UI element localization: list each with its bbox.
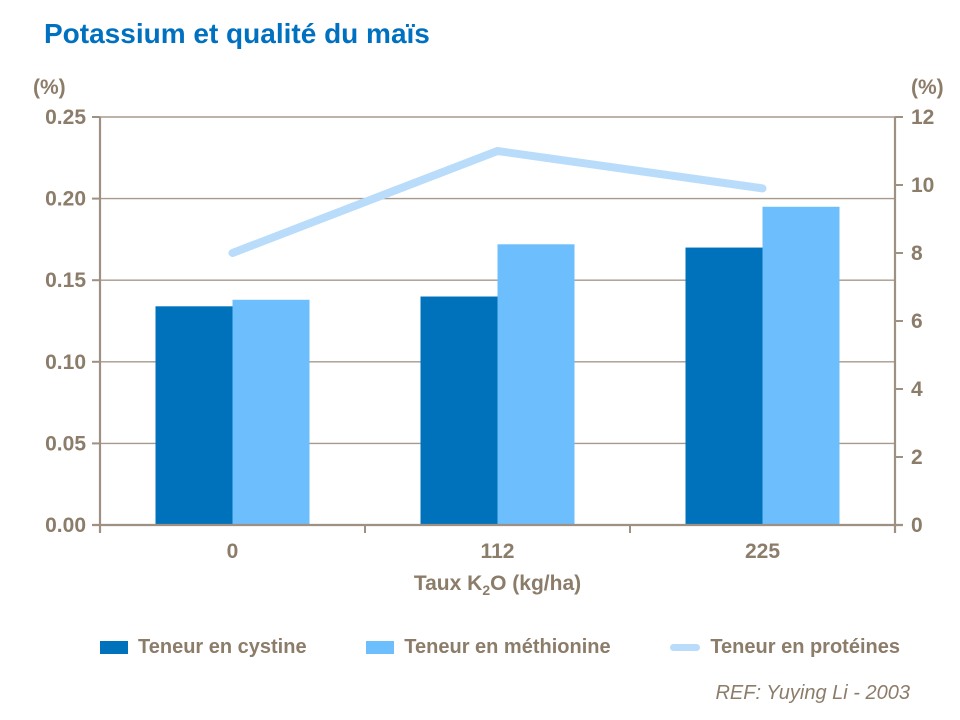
right-axis-tick-label: 12 — [911, 106, 934, 129]
left-axis-tick-label: 0.00 — [45, 514, 86, 537]
bar-cystine-0 — [155, 306, 233, 525]
legend-item-cystine: Teneur en cystine — [100, 636, 307, 659]
right-axis-tick-label: 8 — [911, 242, 923, 265]
proteines-line — [228, 147, 767, 257]
cystine-swatch-icon — [100, 641, 128, 654]
legend-item-proteines: Teneur en protéines — [670, 636, 900, 659]
methionine-swatch-icon — [366, 641, 395, 654]
left-axis-tick-label: 0.05 — [45, 432, 86, 455]
legend-label-cystine: Teneur en cystine — [138, 636, 307, 658]
left-axis-unit: (%) — [33, 76, 66, 99]
bar-methionine-225 — [762, 206, 840, 525]
right-axis-tick-label: 0 — [911, 514, 923, 537]
x-axis-category-label: 0 — [227, 540, 239, 563]
bar-cystine-225 — [685, 247, 763, 525]
legend-label-proteines: Teneur en protéines — [710, 636, 900, 658]
bar-methionine-0 — [232, 299, 310, 525]
right-axis-tick-label: 10 — [911, 174, 934, 197]
legend-item-methionine: Teneur en méthionine — [366, 636, 611, 659]
x-axis-category-label: 225 — [745, 540, 780, 563]
right-axis-tick-label: 2 — [911, 446, 923, 469]
x-axis-title-subscript: 2 — [482, 582, 491, 599]
legend: Teneur en cystine Teneur en méthionine T… — [100, 636, 900, 659]
left-axis-tick-label: 0.10 — [45, 351, 86, 374]
reference-text: REF: Yuying Li - 2003 — [715, 682, 910, 704]
left-axis-tick-label: 0.25 — [45, 106, 86, 129]
right-axis-unit: (%) — [911, 76, 944, 99]
x-axis-category-label: 112 — [481, 540, 515, 563]
legend-label-methionine: Teneur en méthionine — [404, 636, 611, 658]
bar-methionine-112 — [497, 244, 575, 525]
right-axis-tick-label: 6 — [911, 310, 923, 333]
left-axis-tick-label: 0.15 — [45, 269, 86, 292]
x-axis-title: Taux K2O (kg/ha) — [413, 572, 582, 599]
left-axis-tick-label: 0.20 — [45, 188, 86, 211]
chart-title: Potassium et qualité du maïs — [44, 18, 430, 49]
right-axis-tick-label: 4 — [911, 378, 923, 401]
proteines-swatch-icon — [670, 644, 701, 651]
bar-cystine-112 — [420, 296, 498, 525]
